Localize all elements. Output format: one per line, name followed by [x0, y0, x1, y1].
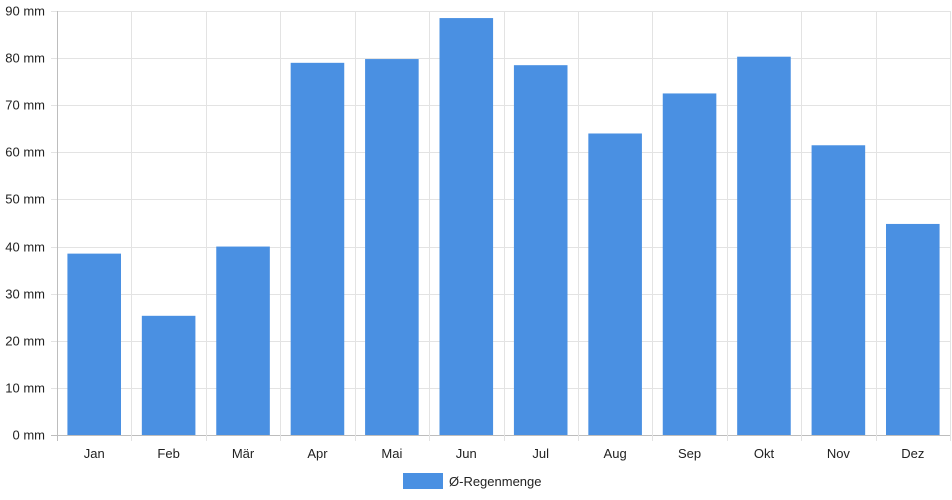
bar-jun[interactable] [439, 18, 494, 436]
bar-jul[interactable] [513, 65, 568, 435]
x-tick-label: Jul [532, 446, 549, 461]
chart-svg: 0 mm 10 mm 20 mm 30 mm 40 mm 50 mm 60 mm 70 mm 8… [5, 4, 951, 461]
y-tick-label: 50 mm [5, 192, 45, 207]
y-tick-label: 0 mm [13, 428, 46, 443]
bar-okt[interactable] [737, 56, 791, 435]
bar-feb[interactable] [141, 315, 196, 435]
x-tick-label: Mär [232, 446, 255, 461]
x-tick-label: Nov [827, 446, 851, 461]
legend[interactable]: Ø-Regenmenge [403, 473, 542, 489]
x-tick-label: Feb [157, 446, 179, 461]
y-tick-label: 60 mm [5, 145, 45, 160]
bar-sep[interactable] [662, 93, 717, 435]
bar-dez[interactable] [886, 223, 940, 435]
y-tick-label: 20 mm [5, 334, 45, 349]
bar-mai[interactable] [365, 59, 419, 435]
bar-aug[interactable] [588, 133, 642, 435]
x-tick-label: Apr [307, 446, 328, 461]
y-tick-label: 90 mm [5, 4, 45, 19]
x-tick-label: Okt [754, 446, 775, 461]
bar-nov[interactable] [811, 145, 866, 435]
y-axis-ticks: 0 mm 10 mm 20 mm 30 mm 40 mm 50 mm 60 mm 70 mm 8… [5, 4, 45, 443]
legend-swatch [403, 473, 443, 489]
x-axis-ticks: Jan Feb Mär Apr Mai Jun Jul Aug Sep Okt Nov Dez [84, 446, 925, 461]
y-tick-label: 40 mm [5, 240, 45, 255]
x-tick-label: Dez [901, 446, 924, 461]
bar-layer [67, 18, 940, 436]
x-tick-label: Sep [678, 446, 701, 461]
grid-layer [51, 11, 951, 441]
y-tick-label: 30 mm [5, 287, 45, 302]
bar-apr[interactable] [290, 62, 345, 435]
x-tick-label: Mai [381, 446, 402, 461]
x-tick-label: Aug [604, 446, 627, 461]
y-tick-label: 70 mm [5, 98, 45, 113]
y-tick-label: 80 mm [5, 51, 45, 66]
x-tick-label: Jun [456, 446, 477, 461]
x-tick-label: Jan [84, 446, 105, 461]
bar-mär[interactable] [216, 246, 270, 435]
y-tick-label: 10 mm [5, 381, 45, 396]
bar-jan[interactable] [67, 253, 121, 435]
legend-label: Ø-Regenmenge [449, 473, 542, 489]
